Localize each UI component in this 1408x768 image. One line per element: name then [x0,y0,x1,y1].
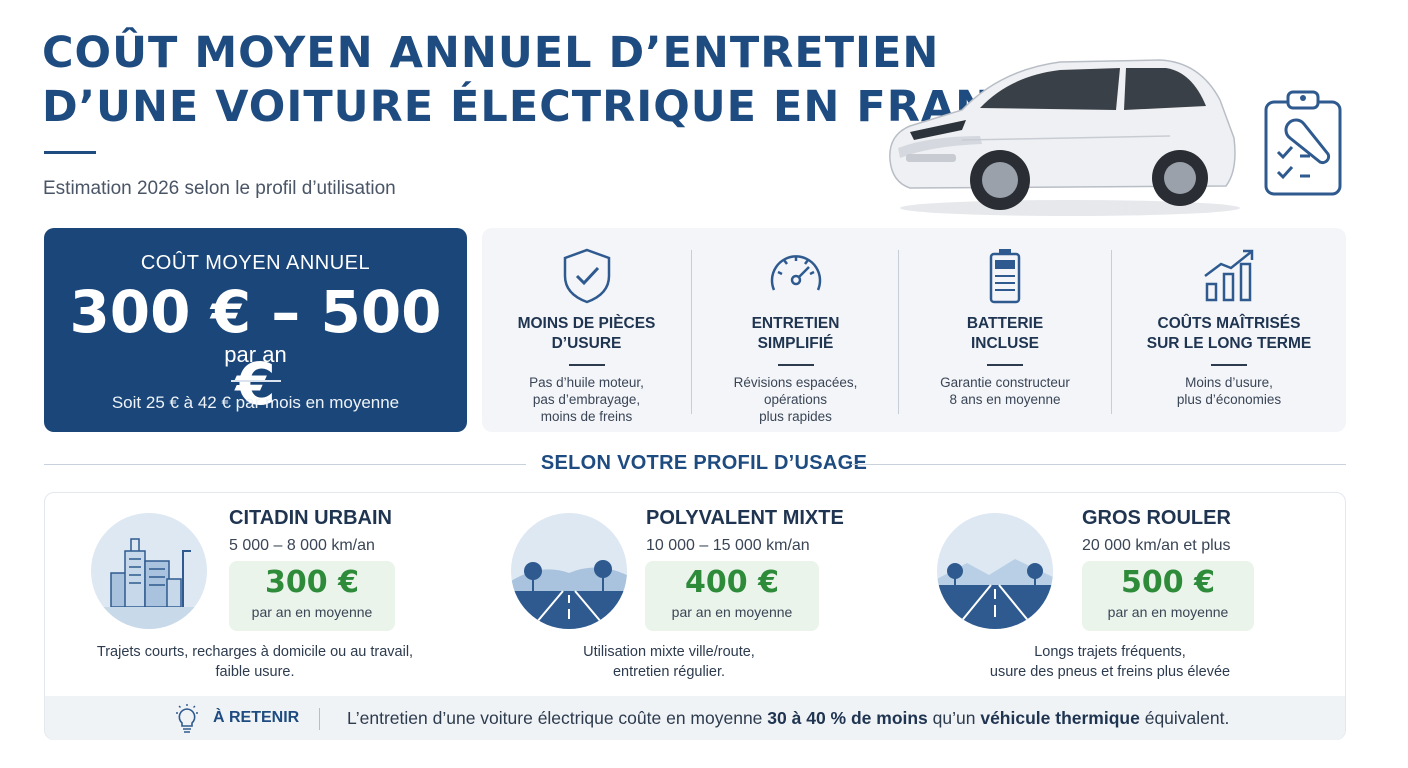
feature-desc-line: moins de freins [540,409,633,424]
profile-name: CITADIN URBAIN [229,507,392,529]
section-header: SELON VOTRE PROFIL D’USAGE [0,452,1408,478]
electric-car-illustration [889,59,1240,216]
feature-title-line: SUR LE LONG TERME [1146,335,1312,352]
city-buildings-icon [91,513,207,629]
feature-title-line: D’USURE [551,335,622,352]
section-rule-left [44,464,526,465]
profile-name: GROS ROULER [1082,507,1231,529]
profile-km: 20 000 km/an et plus [1082,537,1231,554]
feature-separator [898,250,899,414]
profile-desc-line: faible usure. [215,664,295,680]
profile-amount-sub: par an en moyenne [251,604,373,620]
highway-icon [937,513,1053,629]
section-title: SELON VOTRE PROFIL D’USAGE [540,452,868,474]
feature-title-line: ENTRETIEN [751,315,840,332]
takeaway-highlight-percent: 30 à 40 % de moins [767,708,928,728]
takeaway-text-part: L’entretien d’une voiture électrique coû… [347,708,768,728]
profile-mixed: POLYVALENT MIXTE 10 000 – 15 000 km/an 4… [469,493,889,693]
speedometer-icon [770,255,821,291]
feature-divider [987,364,1023,366]
takeaway-highlight-vehicle: véhicule thermique [980,708,1140,728]
annual-cost-period: par an [224,342,287,367]
profile-amount-sub: par an en moyenne [671,604,793,620]
feature-battery-included: BATTERIE INCLUSE Garantie constructeur 8 a… [899,228,1111,432]
battery-icon [989,249,1021,304]
lightbulb-icon [176,704,198,733]
feature-divider [777,364,814,366]
growth-chart-icon [1204,249,1254,302]
page-title: COÛT MOYEN ANNUEL D’ENTRETIEN D’UNE VOIT… [42,26,1056,134]
profile-amount-sub: par an en moyenne [1107,604,1229,620]
feature-desc-line: 8 ans en moyenne [949,392,1061,407]
feature-title-line: INCLUSE [970,335,1040,352]
title-line-1: COÛT MOYEN ANNUEL D’ENTRETIEN [42,28,940,78]
feature-title-line: BATTERIE [966,315,1044,332]
feature-divider [1211,364,1247,366]
key-takeaway-text: L’entretien d’une voiture électrique coû… [347,708,1229,729]
section-rule-right [851,464,1346,465]
profile-km: 10 000 – 15 000 km/an [646,537,810,554]
advantages-panel: MOINS DE PIÈCES D’USURE Pas d’huile moteu… [482,228,1346,432]
title-line-2: D’UNE VOITURE ÉLECTRIQUE EN FRANCE [42,82,1056,132]
profile-desc-line: Longs trajets fréquents, [1034,644,1186,660]
title-underline [44,151,96,154]
feature-divider [568,364,605,366]
road-landscape-icon [511,513,627,629]
feature-separator [691,250,692,414]
feature-desc-line: plus rapides [759,409,832,424]
profile-km: 5 000 – 8 000 km/an [229,537,375,554]
profile-desc-line: entretien régulier. [612,664,726,680]
subtitle: Estimation 2026 selon le profil d’utilis… [43,178,396,199]
profile-name: POLYVALENT MIXTE [646,507,844,529]
profile-description: Trajets courts, recharges à domicile ou … [65,642,445,682]
profile-description: Utilisation mixte ville/route, entretien… [479,642,859,682]
profile-city: CITADIN URBAIN 5 000 – 8 000 km/an 300 €… [45,493,465,693]
feature-fewer-parts: MOINS DE PIÈCES D’USURE Pas d’huile moteu… [482,228,691,432]
maintenance-clipboard-icon [1264,90,1342,196]
feature-desc-line: Garantie constructeur [940,375,1070,390]
feature-simplified-maintenance: ENTRETIEN SIMPLIFIÉ Révisions espacées, op… [692,228,899,432]
profile-desc-line: usure des pneus et freins plus élevée [989,664,1231,680]
feature-separator [1111,250,1112,414]
profile-price-box: 400 € par an en moyenne [645,561,819,631]
shield-check-icon [563,248,610,304]
feature-desc-line: pas d’embrayage, [532,392,641,407]
usage-profiles-panel: CITADIN URBAIN 5 000 – 8 000 km/an 300 €… [44,492,1346,740]
annual-cost-divider [231,380,281,382]
annual-cost-label: COÛT MOYEN ANNUEL [140,252,371,274]
profile-description: Longs trajets fréquents, usure des pneus… [915,642,1305,682]
feature-controlled-costs: COÛTS MAÎTRISÉS SUR LE LONG TERME Moins d… [1112,228,1346,432]
profile-desc-line: Utilisation mixte ville/route, [583,644,755,660]
feature-title-line: COÛTS MAÎTRISÉS [1157,315,1301,332]
feature-desc-line: plus d’économies [1176,392,1282,407]
feature-desc-line: Pas d’huile moteur, [529,375,644,390]
profile-amount: 300 € [265,565,359,600]
annual-cost-card: COÛT MOYEN ANNUEL 300 € – 500 € par an S… [44,228,467,432]
feature-title-line: SIMPLIFIÉ [757,335,834,352]
profile-desc-line: Trajets courts, recharges à domicile ou … [96,644,414,660]
monthly-cost-text: Soit 25 € à 42 € par mois en moyenne [111,393,400,412]
profile-amount: 500 € [1121,565,1215,600]
profile-price-box: 500 € par an en moyenne [1082,561,1254,631]
feature-desc-line: Moins d’usure, [1185,375,1273,390]
takeaway-text-part: équivalent. [1139,708,1230,728]
key-takeaway-separator [319,708,320,730]
key-takeaway-bar: À RETENIR L’entretien d’une voiture élec… [45,696,1345,740]
feature-desc-line: opérations [763,392,828,407]
feature-desc-line: Révisions espacées, [733,375,858,390]
annual-cost-range: 300 € – 500 € [69,278,442,418]
key-takeaway-label: À RETENIR [213,709,300,726]
feature-title-line: MOINS DE PIÈCES [517,315,656,332]
profile-price-box: 300 € par an en moyenne [229,561,395,631]
takeaway-text-part: qu’un [927,708,981,728]
profile-long-distance: GROS ROULER 20 000 km/an et plus 500 € p… [895,493,1315,693]
profile-amount: 400 € [685,565,779,600]
